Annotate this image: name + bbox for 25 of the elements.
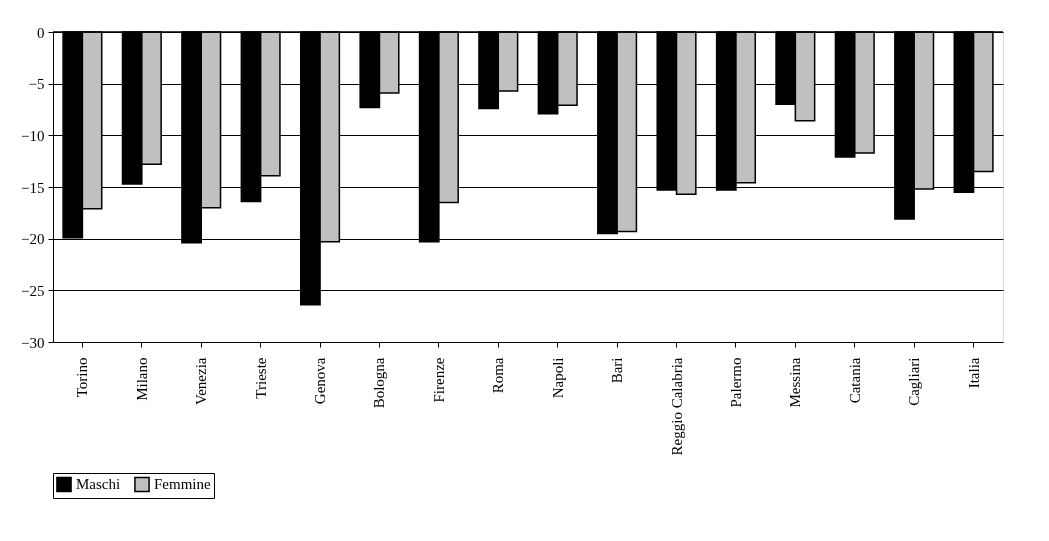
x-tick-label: Milano: [133, 357, 150, 401]
x-tick-label: Catania: [846, 357, 863, 404]
legend-label: Maschi: [76, 476, 121, 493]
legend-label: Femmine: [154, 476, 211, 493]
x-tick-label: Bari: [609, 357, 626, 384]
y-tick-label: −25: [21, 282, 45, 299]
y-tick-label: −5: [28, 76, 45, 93]
y-tick-label: 0: [37, 24, 45, 41]
y-tick-label: −15: [21, 179, 45, 196]
x-tick-label: Napoli: [549, 357, 566, 399]
x-tick-label: Palermo: [727, 357, 744, 408]
x-tick-label: Torino: [74, 357, 91, 398]
x-tick-label: Cagliari: [906, 357, 923, 406]
y-tick-label: −30: [21, 334, 45, 351]
x-tick-label: Bologna: [371, 357, 388, 409]
x-tick-label: Roma: [490, 357, 507, 394]
x-tick-label: Reggio Calabria: [668, 357, 685, 456]
x-tick-label: Trieste: [252, 357, 269, 399]
x-tick-label: Messina: [787, 357, 804, 408]
x-tick-label: Firenze: [430, 357, 447, 403]
y-tick-label: −20: [21, 231, 45, 248]
x-tick-label: Venezia: [193, 357, 210, 405]
x-tick-label: Italia: [965, 357, 982, 389]
y-tick-label: −10: [21, 127, 45, 144]
x-tick-label: Genova: [312, 357, 329, 405]
